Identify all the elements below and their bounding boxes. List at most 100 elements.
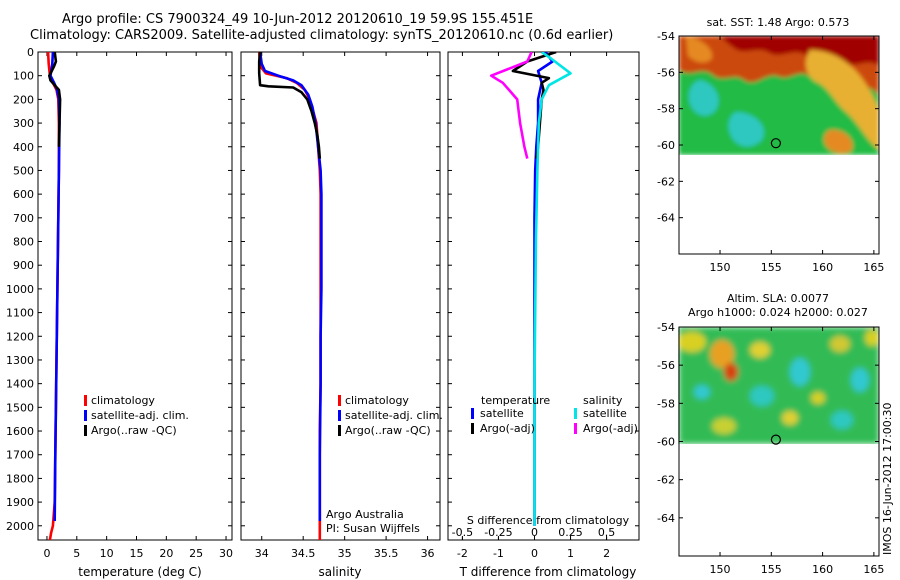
x-tick-label: -1 — [493, 547, 504, 560]
map-x-tick-label: 150 — [710, 563, 731, 576]
y-tick-label: 300 — [13, 117, 34, 130]
map-y-tick-label: -60 — [657, 139, 675, 152]
legend-label-satellite: satellite-adj. clim. — [91, 409, 189, 422]
s-tick-label: 0.5 — [598, 526, 616, 539]
legend-header-salinity: salinity — [583, 394, 623, 407]
difference-axes-frame — [447, 51, 640, 541]
map-x-tick-label: 160 — [812, 261, 833, 274]
argo-location-marker — [770, 434, 782, 445]
map-x-tick-label: 165 — [863, 261, 884, 274]
x-tick-label: 36 — [421, 547, 435, 560]
sst-map-axes: -54 -56 -58 -60 -62 -64 150 155 160 165 — [657, 30, 884, 274]
difference-panel: -2 -1 0 1 2 -0.5 -0.25 0 0.25 0.5 S difference f… — [447, 51, 640, 579]
s-tick-label: 0.25 — [558, 526, 583, 539]
y-tick-label: 400 — [13, 141, 34, 154]
y-tick-label: 500 — [13, 164, 34, 177]
credit-line2: PI: Susan Wijffels — [326, 522, 420, 535]
map-x-tick-label: 160 — [812, 563, 833, 576]
map-x-tick-label: 150 — [710, 261, 731, 274]
difference-legend: temperature salinity satellite Argo(-adj… — [471, 394, 638, 435]
temperature-panel: 0100200300400500600700800900100011001200… — [6, 46, 233, 579]
legend-swatch-argo — [84, 425, 87, 436]
y-tick-label: 900 — [13, 259, 34, 272]
y-tick-label: 2000 — [6, 520, 34, 533]
x-tick-label: 0 — [43, 547, 50, 560]
x-tick-label: 5 — [73, 547, 80, 560]
map-y-tick-label: -56 — [657, 359, 675, 372]
sla-map-axes: -54 -56 -58 -60 -62 -64 150 155 160 165 — [657, 321, 884, 576]
x-tick-label: 34.5 — [291, 547, 316, 560]
legend-swatch-climatology — [84, 395, 87, 406]
y-tick-label: 100 — [13, 70, 34, 83]
legend-swatch-climatology — [338, 395, 341, 406]
legend-swatch-s-satellite — [574, 408, 577, 419]
difference-depth-ticks — [448, 51, 639, 527]
legend-swatch-t-argo — [471, 423, 474, 434]
credit-line1: Argo Australia — [326, 508, 404, 521]
y-tick-label: 600 — [13, 188, 34, 201]
y-tick-label: 1500 — [6, 401, 34, 414]
y-tick-label: 700 — [13, 212, 34, 225]
map-y-tick-label: -64 — [657, 212, 675, 225]
s-difference-label: S difference from climatology — [467, 514, 630, 527]
y-tick-label: 1700 — [6, 449, 34, 462]
salinity-axes-frame — [240, 51, 441, 541]
sst-map-title: sat. SST: 1.48 Argo: 0.573 — [707, 16, 850, 29]
legend-swatch-argo — [338, 425, 341, 436]
y-tick-label: 0 — [27, 46, 34, 59]
map-y-tick-label: -58 — [657, 397, 675, 410]
sla-field — [678, 327, 879, 444]
figure-title-line2: Climatology: CARS2009. Satellite-adjuste… — [30, 28, 614, 43]
temperature-axes-frame — [37, 51, 233, 541]
x-tick-label: 20 — [159, 547, 173, 560]
map-y-tick-label: -54 — [657, 30, 675, 43]
map-y-tick-label: -60 — [657, 436, 675, 449]
series-line-argo-raw-qc- — [257, 52, 322, 159]
y-tick-label: 1000 — [6, 283, 34, 296]
y-tick-label: 1200 — [6, 330, 34, 343]
x-tick-label: 15 — [129, 547, 143, 560]
legend-swatch-satellite — [84, 410, 87, 421]
y-tick-label: 1300 — [6, 354, 34, 367]
map-y-tick-label: -58 — [657, 103, 675, 116]
map-y-tick-label: -62 — [657, 474, 675, 487]
x-tick-label: 0 — [531, 547, 538, 560]
x-tick-label: 34 — [255, 547, 269, 560]
series-line-s-argo-adj- — [489, 52, 533, 159]
sla-map-title-line2: Argo h1000: 0.024 h2000: 0.027 — [688, 306, 868, 319]
argo-location-marker — [770, 138, 782, 149]
temperature-legend: climatology satellite-adj. clim. Argo(..… — [84, 394, 189, 437]
legend-label-s-argo: Argo(-adj) — [583, 422, 638, 435]
sla-map-panel: Altim. SLA: 0.0077 Argo h1000: 0.024 h20… — [657, 292, 884, 576]
legend-header-temperature: temperature — [481, 394, 550, 407]
temperature-x-axis: 0 5 10 15 20 25 30 — [43, 52, 233, 560]
salinity-depth-ticks — [241, 51, 440, 527]
salinity-legend: climatology satellite-adj. clim. Argo(..… — [338, 394, 443, 437]
y-tick-label: 1100 — [6, 307, 34, 320]
x-tick-label: -2 — [457, 547, 468, 560]
sst-map-panel: sat. SST: 1.48 Argo: 0.573 -54-56-58-60-… — [657, 16, 884, 274]
salinity-series — [257, 52, 323, 540]
legend-swatch-t-satellite — [471, 408, 474, 419]
y-tick-label: 1600 — [6, 425, 34, 438]
x-tick-label: 25 — [189, 547, 203, 560]
salinity-xlabel: salinity — [318, 565, 361, 579]
map-x-tick-label: 165 — [863, 563, 884, 576]
sla-map-title-line1: Altim. SLA: 0.0077 — [727, 292, 829, 305]
x-tick-label: 1 — [567, 547, 574, 560]
figure-title-line1: Argo profile: CS 7900324_49 10-Jun-2012 … — [62, 12, 534, 27]
depth-axis: 0 100 200 300 400 500 600 700 800 900 1000 1100 1200… — [6, 46, 232, 533]
temperature-series — [46, 52, 62, 540]
legend-swatch-satellite — [338, 410, 341, 421]
map-y-tick-label: -54 — [657, 321, 675, 334]
temperature-xlabel: temperature (deg C) — [78, 565, 201, 579]
y-tick-label: 800 — [13, 236, 34, 249]
legend-label-s-satellite: satellite — [583, 407, 627, 420]
salinity-x-axis: 34 34.5 35 35.5 36 — [255, 52, 435, 560]
s-tick-label: -0.5 — [452, 526, 473, 539]
salinity-panel: 34 34.5 35 35.5 36 salinity climatology sate… — [240, 51, 443, 579]
series-line-satellite-adj-clim- — [49, 52, 61, 522]
y-tick-label: 200 — [13, 93, 34, 106]
map-x-tick-label: 155 — [761, 563, 782, 576]
